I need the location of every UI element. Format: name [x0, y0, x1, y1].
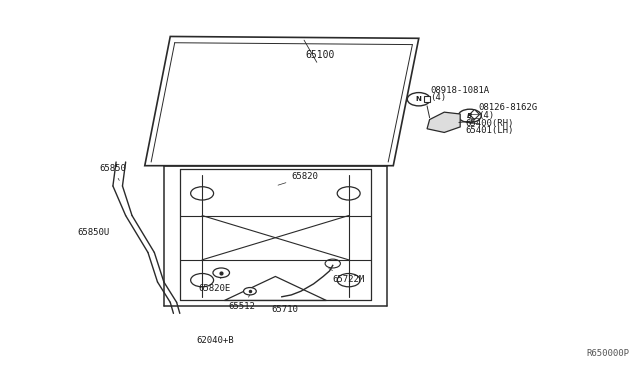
Text: 65512: 65512: [229, 295, 256, 311]
Text: 65820: 65820: [278, 172, 318, 185]
Circle shape: [458, 109, 481, 122]
Text: 65820E: 65820E: [199, 278, 231, 293]
Circle shape: [407, 93, 430, 106]
Text: 65850: 65850: [99, 164, 126, 180]
Text: R650000P: R650000P: [586, 350, 629, 359]
Text: 62040+B: 62040+B: [196, 336, 234, 345]
Text: 65710: 65710: [271, 305, 298, 314]
Text: B: B: [467, 113, 472, 119]
Text: (4): (4): [430, 93, 446, 102]
Text: 65850U: 65850U: [77, 228, 110, 237]
Text: (4): (4): [478, 110, 494, 120]
Text: 65401(LH): 65401(LH): [465, 126, 514, 135]
Text: 65400(RH): 65400(RH): [465, 119, 514, 128]
Text: 08126-8162G: 08126-8162G: [478, 103, 537, 112]
Text: 65100: 65100: [305, 51, 335, 61]
Text: 65722M: 65722M: [329, 269, 365, 283]
Text: N: N: [416, 96, 422, 102]
Text: 08918-1081A: 08918-1081A: [430, 86, 490, 94]
Circle shape: [244, 288, 256, 295]
Circle shape: [213, 268, 230, 278]
Polygon shape: [427, 112, 460, 132]
